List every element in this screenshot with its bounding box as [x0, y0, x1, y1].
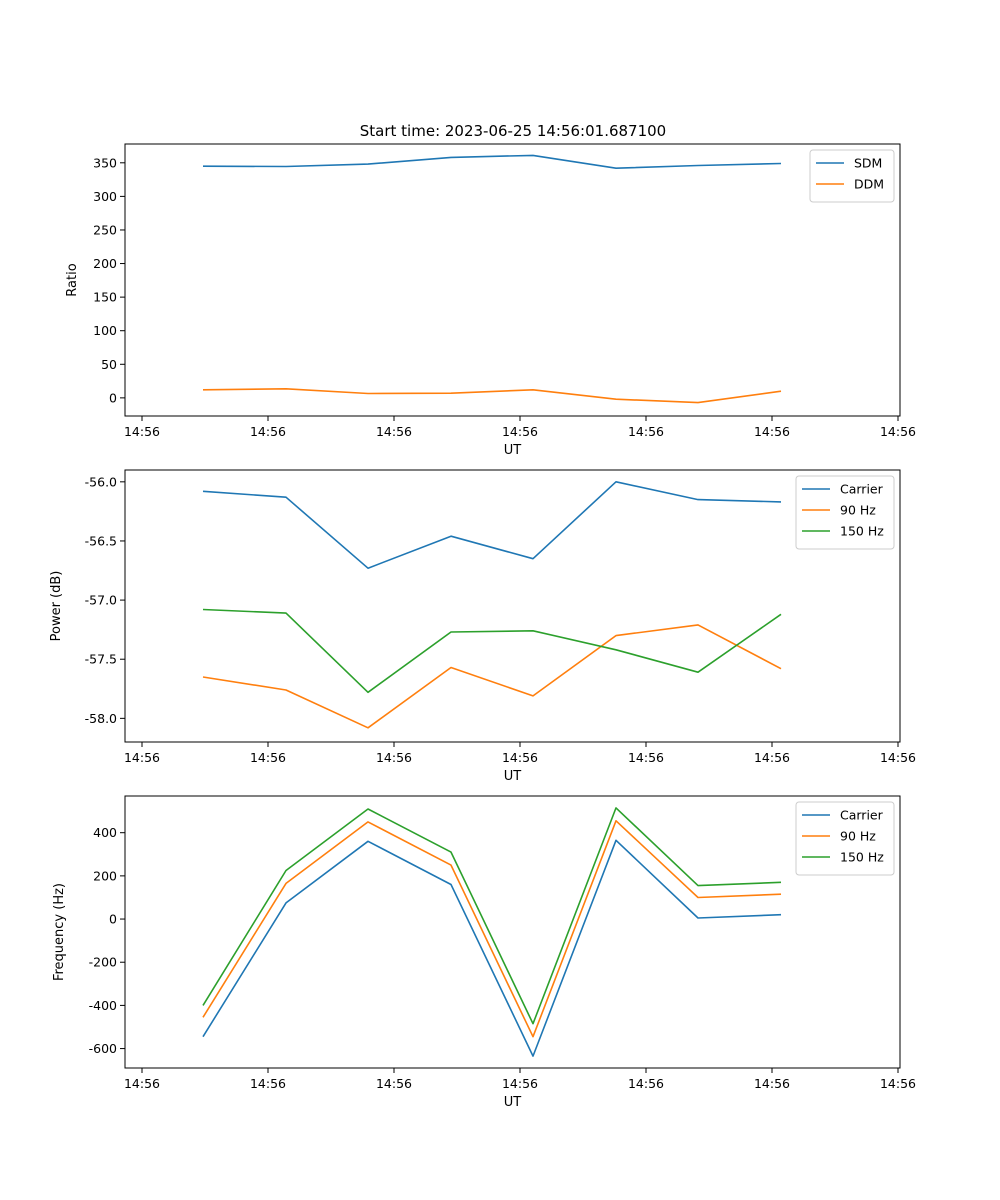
y-tick-label: -600: [89, 1041, 117, 1056]
x-tick-label: 14:56: [754, 424, 790, 439]
y-tick-label: 200: [93, 868, 117, 883]
legend-label: Carrier: [840, 808, 884, 823]
legend-label: DDM: [854, 177, 884, 192]
legend-label: 90 Hz: [840, 503, 876, 518]
x-tick-label: 14:56: [628, 750, 664, 765]
series-line-carrier: [202, 839, 782, 1057]
x-tick-label: 14:56: [376, 424, 412, 439]
chart-panel-2: 14:56 14:56 14:56 14:56 14:56 14:56 14:56 -58.0…: [49, 469, 916, 784]
series-line-150-hz: [202, 608, 782, 694]
y-axis-label: Power (dB): [49, 571, 64, 642]
y-tick-label: 350: [93, 155, 117, 170]
y-tick-label: -56.0: [85, 474, 117, 489]
y-tick-label: 100: [93, 323, 117, 338]
x-tick-label: 14:56: [124, 750, 160, 765]
y-tick-label: 300: [93, 189, 117, 204]
series-line-90-hz: [202, 819, 782, 1038]
series-line-ddm: [202, 387, 782, 404]
series-line-carrier: [202, 480, 782, 570]
x-tick-label: 14:56: [250, 1076, 286, 1091]
y-tick-label: 0: [109, 912, 117, 927]
y-tick-label: -57.0: [85, 593, 117, 608]
y-tick-label: 50: [101, 357, 117, 372]
figure-title: Start time: 2023-06-25 14:56:01.687100: [360, 122, 666, 140]
y-tick-label: -200: [89, 955, 117, 970]
x-axis-label: UT: [504, 769, 522, 784]
x-tick-label: 14:56: [124, 424, 160, 439]
x-tick-label: 14:56: [376, 1076, 412, 1091]
y-tick-label: 150: [93, 290, 117, 305]
y-tick-label: -400: [89, 998, 117, 1013]
x-tick-label: 14:56: [754, 1076, 790, 1091]
x-axis-label: UT: [504, 1095, 522, 1110]
series-line-sdm: [202, 154, 782, 169]
y-tick-label: -57.5: [85, 652, 117, 667]
x-tick-label: 14:56: [250, 424, 286, 439]
legend: Carrier 90 Hz 150 Hz: [795, 801, 895, 876]
y-tick-label: -56.5: [85, 533, 117, 548]
x-tick-label: 14:56: [754, 750, 790, 765]
y-tick-label: -58.0: [85, 711, 117, 726]
x-tick-label: 14:56: [502, 750, 538, 765]
x-axis-label: UT: [504, 443, 522, 458]
y-tick-label: 200: [93, 256, 117, 271]
plot-frame: [124, 469, 901, 743]
legend-label: SDM: [854, 156, 882, 171]
y-axis-label: Frequency (Hz): [52, 883, 67, 981]
legend: Carrier 90 Hz 150 Hz: [795, 475, 895, 550]
x-tick-label: 14:56: [880, 424, 916, 439]
legend-label: Carrier: [840, 482, 884, 497]
x-tick-label: 14:56: [880, 750, 916, 765]
y-axis-label: Ratio: [65, 263, 80, 296]
chart-panel-1: 14:56 14:56 14:56 14:56 14:56 14:56 14:56 0 50 10…: [65, 143, 916, 458]
y-tick-label: 400: [93, 825, 117, 840]
legend: SDM DDM: [809, 149, 895, 203]
x-tick-label: 14:56: [502, 1076, 538, 1091]
x-tick-label: 14:56: [880, 1076, 916, 1091]
y-tick-label: 0: [109, 390, 117, 405]
x-tick-label: 14:56: [628, 424, 664, 439]
x-tick-label: 14:56: [250, 750, 286, 765]
y-tick-label: 250: [93, 222, 117, 237]
plot-frame: [124, 795, 901, 1069]
plot-frame: [124, 143, 901, 417]
legend-label: 150 Hz: [840, 524, 884, 539]
x-tick-label: 14:56: [502, 424, 538, 439]
x-tick-label: 14:56: [376, 750, 412, 765]
legend-label: 90 Hz: [840, 829, 876, 844]
series-line-90-hz: [202, 624, 782, 729]
x-tick-label: 14:56: [628, 1076, 664, 1091]
chart-panel-3: 14:56 14:56 14:56 14:56 14:56 14:56 14:56 -600 -…: [52, 795, 916, 1110]
x-tick-label: 14:56: [124, 1076, 160, 1091]
series-line-150-hz: [202, 807, 782, 1025]
legend-label: 150 Hz: [840, 850, 884, 865]
